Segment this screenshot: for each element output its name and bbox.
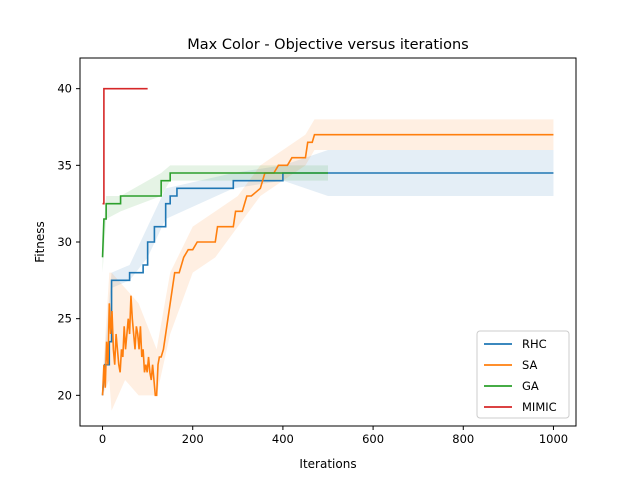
y-tick-label: 30 [57, 235, 72, 249]
x-tick-label: 400 [272, 432, 294, 446]
y-axis: 20 25 30 35 40 [57, 82, 80, 402]
series-line-sa [101, 133, 554, 397]
legend-label-sa: SA [522, 358, 538, 372]
y-axis-label: Fitness [33, 221, 47, 263]
x-tick-label: 600 [362, 432, 384, 446]
band-sa [102, 119, 554, 411]
confidence-bands [102, 88, 554, 411]
series-lines [101, 87, 554, 397]
x-axis: 0 200 400 600 800 1000 [99, 426, 568, 446]
x-tick-label: 1000 [539, 432, 568, 446]
x-tick-label: 0 [99, 432, 106, 446]
band-ga [102, 165, 328, 273]
series-line-ga [101, 172, 328, 258]
chart-title: Max Color - Objective versus iterations [187, 37, 468, 53]
legend-label-ga: GA [522, 379, 539, 393]
x-tick-label: 200 [182, 432, 204, 446]
x-axis-label: Iterations [299, 457, 356, 471]
legend-box [476, 330, 570, 419]
y-tick-label: 35 [57, 158, 72, 172]
legend: RHC SA GA MIMIC [476, 330, 570, 419]
y-tick-label: 40 [57, 82, 72, 96]
x-tick-label: 800 [452, 432, 474, 446]
y-tick-label: 25 [57, 312, 72, 326]
y-tick-label: 20 [57, 388, 72, 402]
legend-label-mimic: MIMIC [522, 400, 557, 414]
series-line-mimic [102, 87, 148, 205]
band-rhc [102, 150, 554, 396]
legend-label-rhc: RHC [522, 337, 547, 351]
